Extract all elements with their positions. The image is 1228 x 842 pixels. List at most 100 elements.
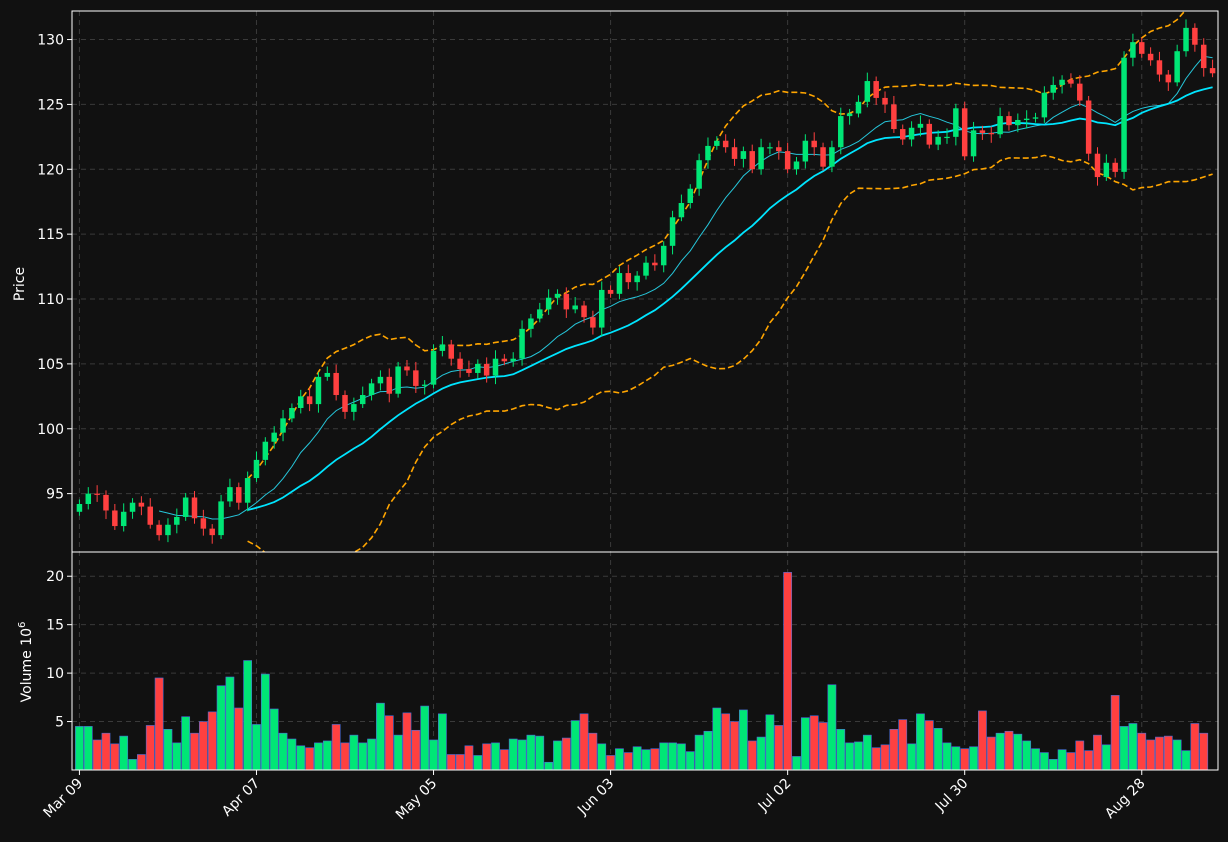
volume-bar [544,761,553,771]
candle-body [917,123,924,128]
candle-body [1183,27,1189,52]
volume-bar [677,743,686,771]
volume-bar [570,720,580,771]
volume-bar [1004,730,1014,771]
volume-bar [995,732,1005,771]
volume-bar [986,736,996,771]
candle-body [537,309,543,319]
candle-body [988,132,995,135]
candle-body [475,363,481,373]
candle-body [882,97,888,105]
candle-body [714,140,720,146]
candle-body [643,262,649,276]
candle-body [1015,119,1021,126]
candle-body [678,203,685,218]
volume-bar [1163,735,1173,771]
candle-body [731,147,738,159]
volume-bar [862,734,872,771]
candle-body [1192,27,1198,45]
volume-bar [331,724,341,771]
volume-bar [367,738,376,771]
volume-bar [739,709,748,771]
volume-bar [836,729,846,771]
volume-bar [818,722,828,771]
volume-bar [854,741,863,771]
candle-body [758,147,764,170]
volume-bar [685,751,695,771]
volume-bar [641,749,651,771]
volume-bar [553,740,562,771]
candle-body [271,432,277,442]
volume-bar [508,738,518,771]
candle-body [191,497,198,519]
candle-body [315,376,322,405]
volume-bar [296,745,306,771]
candle-body [324,372,331,377]
volume-bar [216,685,226,771]
candle-body [829,147,835,167]
candle-body [722,140,729,148]
volume-bar [1181,750,1191,771]
candle-body [1085,100,1092,154]
volume-bar [163,729,173,771]
volume-tick-label: 5 [55,715,64,731]
candle-body [802,140,809,162]
candle-body [94,493,100,495]
candle-body [1103,162,1110,178]
candle-body [1006,116,1012,126]
candle-body [404,366,410,371]
volume-bar [517,739,527,771]
volume-bar [615,748,624,771]
volume-bar [933,728,943,771]
volume-bar [1137,732,1147,771]
volume-bar [561,737,571,771]
volume-bar [792,756,801,771]
candle-body [368,383,375,396]
volume-bar [128,759,137,771]
volume-bar [446,754,456,771]
volume-panel [75,572,1209,771]
candle-body [306,396,313,405]
candle-body [563,293,570,310]
volume-bar [110,743,120,771]
candle-body [846,113,853,117]
volume-bar [1155,736,1164,771]
volume-bar [145,725,155,771]
candle-body [209,528,215,536]
volume-bar [190,732,199,771]
volume-bar [1172,739,1182,771]
upper-band-line [247,11,1186,480]
candle-body [1130,42,1136,58]
volume-tick-label: 15 [46,618,64,634]
volume-bar [83,726,93,771]
price-tick-label: 130 [37,33,64,49]
volume-bar [172,742,182,771]
volume-bar [694,734,704,771]
candle-body [439,344,446,351]
volume-bar [623,752,633,771]
candle-body [926,123,933,145]
volume-bar [75,726,84,771]
volume-bar [712,707,722,771]
volume-bar [358,742,368,771]
candle-body [873,81,879,98]
candle-body [696,160,702,189]
volume-bar [827,684,837,771]
volume-bar [668,742,677,771]
price-tick-label: 110 [37,292,64,308]
candle-body [218,501,224,536]
candle-body [466,369,472,373]
volume-bar [92,739,102,771]
candle-body [811,140,817,148]
volume-bar [606,755,615,771]
volume-bar [1199,732,1209,771]
candle-body [634,275,640,283]
candle-body [899,129,906,140]
candle-body [944,136,950,139]
volume-bar [420,705,430,771]
candle-body [129,502,136,512]
volume-bar [384,715,394,771]
volume-bar [154,677,164,771]
candle-body [776,147,782,152]
candle-body [891,104,897,130]
